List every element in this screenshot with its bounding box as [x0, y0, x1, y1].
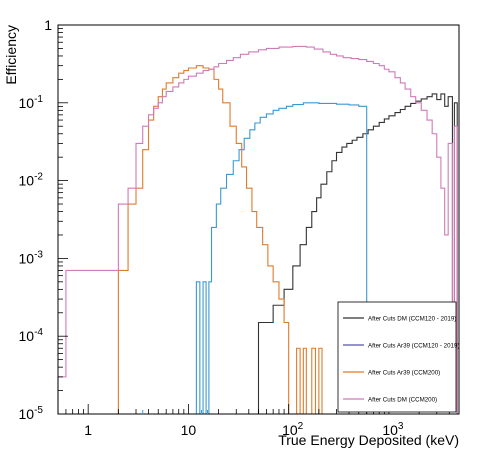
- series-line-3: [57, 45, 458, 414]
- y-tick-label: 10-4: [19, 327, 44, 344]
- y-tick-label: 10-2: [19, 172, 44, 189]
- legend: After Cuts DM (CCM120 - 2019) After Cuts …: [337, 301, 459, 413]
- series-layer: [57, 45, 458, 415]
- x-axis-label: True Energy Deposited (keV): [278, 432, 459, 448]
- y-tick-label: 1: [44, 17, 52, 33]
- legend-label: After Cuts DM (CCM120 - 2019): [368, 316, 456, 323]
- x-tick-label: 103: [382, 421, 404, 438]
- y-tick-label: 10-3: [19, 249, 44, 266]
- legend-entries: After Cuts DM (CCM120 - 2019) After Cuts …: [343, 316, 459, 404]
- legend-label: After Cuts Ar39 (CCM200): [368, 370, 440, 377]
- x-tick-labels: 1 10 102 103: [84, 421, 404, 438]
- legend-box: [337, 301, 457, 413]
- y-tick-labels: 1 10-1 10-2 10-3 10-4 10-5: [19, 17, 53, 422]
- x-tick-label: 10: [181, 422, 197, 438]
- series-line-0: [257, 93, 458, 414]
- series-line-2: [117, 65, 323, 415]
- x-tick-label: 102: [282, 421, 304, 438]
- x-tick-label: 1: [84, 422, 92, 438]
- y-tick-label: 10-1: [19, 94, 44, 111]
- series-line-4: [195, 102, 368, 415]
- legend-label: After Cuts DM (CCM200): [368, 397, 437, 404]
- y-axis-label: Efficiency: [3, 25, 19, 85]
- legend-label: After Cuts Ar39 (CCM120 - 2019): [368, 343, 459, 350]
- y-tick-label: 10-5: [19, 405, 44, 422]
